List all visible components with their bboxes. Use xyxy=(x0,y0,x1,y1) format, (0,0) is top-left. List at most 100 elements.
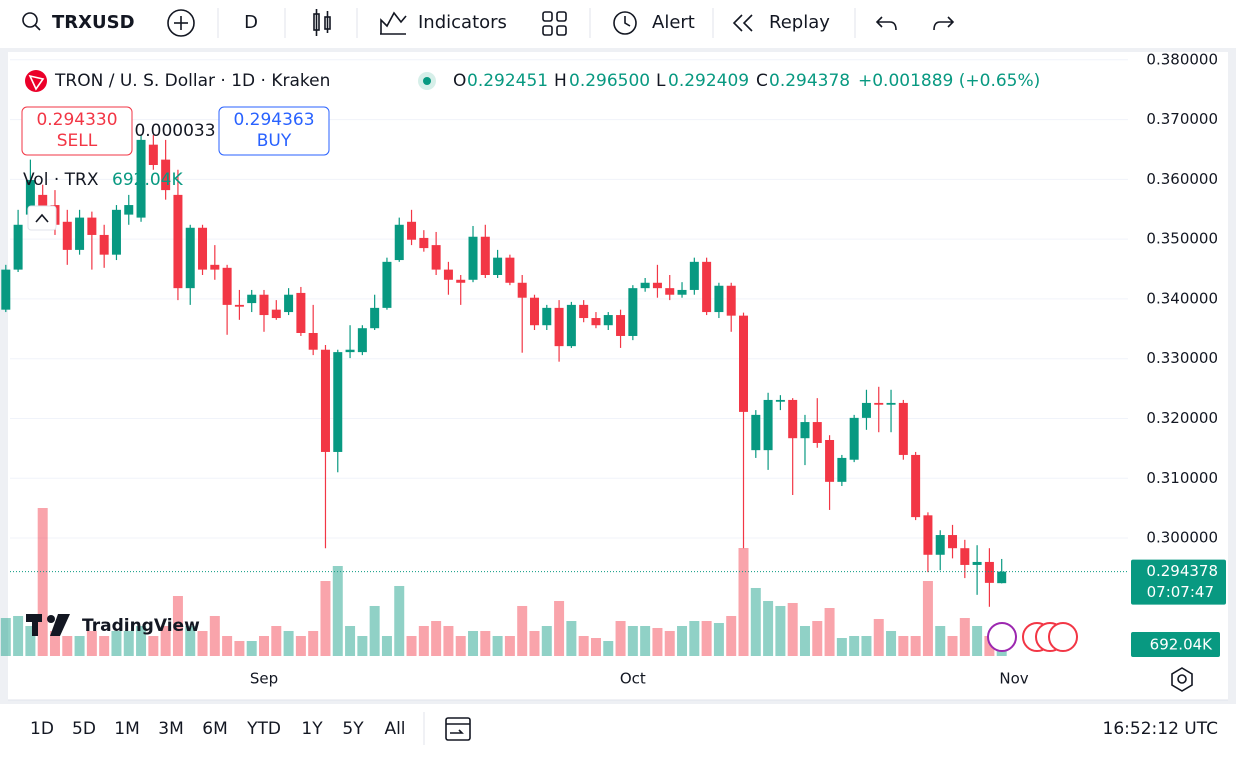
candle-body xyxy=(62,221,72,250)
volume-bar xyxy=(148,636,159,656)
candle-body xyxy=(948,535,958,549)
candle-body xyxy=(357,328,367,353)
date-range-icon[interactable] xyxy=(445,717,471,741)
candle-body xyxy=(849,417,859,460)
candle-body xyxy=(111,209,121,255)
add-symbol[interactable] xyxy=(167,9,195,37)
ohlc-key: C xyxy=(756,71,768,91)
symbol[interactable]: TRXUSD xyxy=(52,12,135,33)
y-tick-label: 0.320000 xyxy=(1146,409,1218,427)
candle-body xyxy=(652,282,662,289)
volume-bar xyxy=(222,636,233,656)
y-tick-label: 0.310000 xyxy=(1146,469,1218,487)
volume-bar xyxy=(381,636,392,656)
volume-bar xyxy=(369,605,380,656)
price-tag xyxy=(1131,559,1226,605)
candle-body xyxy=(960,548,970,565)
volume-bar xyxy=(578,636,589,656)
volume-bar xyxy=(172,596,183,656)
range-button[interactable]: 1M xyxy=(114,719,139,739)
volume-bar xyxy=(873,618,884,656)
collapse-button[interactable] xyxy=(27,205,57,231)
volume-bar xyxy=(25,626,36,656)
ohlc-value: 0.294378 xyxy=(769,71,850,91)
volume-bar xyxy=(431,621,442,656)
replay[interactable]: Replay xyxy=(769,12,830,33)
range-button[interactable]: YTD xyxy=(246,719,281,739)
undo[interactable] xyxy=(875,16,897,31)
volume-bar xyxy=(418,626,429,656)
volume-bar xyxy=(492,636,503,656)
candle-body xyxy=(148,144,158,165)
volume-bar xyxy=(590,638,601,656)
sell-label[interactable]: SELL xyxy=(57,131,98,151)
range-button[interactable]: All xyxy=(384,719,405,739)
range-button[interactable]: 1Y xyxy=(301,719,323,739)
alert-icon[interactable] xyxy=(613,11,637,35)
volume-bar xyxy=(0,618,11,656)
volume-bar xyxy=(283,630,294,656)
layouts-icon[interactable] xyxy=(542,11,567,36)
event-icon[interactable] xyxy=(987,622,1017,652)
chart-type-icon[interactable] xyxy=(313,9,331,36)
volume-bar xyxy=(886,630,897,656)
volume-bar xyxy=(664,630,675,656)
candle-body xyxy=(210,264,220,270)
candle-body xyxy=(431,245,441,270)
settings-icon[interactable] xyxy=(1171,667,1193,692)
interval[interactable]: D xyxy=(244,12,258,33)
change: +0.001889 (+0.65%) xyxy=(858,71,1040,91)
sell-price[interactable]: 0.294330 xyxy=(36,110,117,130)
range-button[interactable]: 3M xyxy=(158,719,183,739)
volume-bar xyxy=(910,636,921,656)
volume-bar xyxy=(13,615,24,656)
y-tick-label: 0.350000 xyxy=(1146,230,1218,248)
candle-body xyxy=(407,221,417,240)
buy-price[interactable]: 0.294363 xyxy=(233,110,314,130)
replay-icon[interactable] xyxy=(732,14,753,32)
buy-button[interactable] xyxy=(218,106,330,156)
volume-bars xyxy=(0,508,1007,656)
candle-body xyxy=(554,307,564,347)
sell-button[interactable] xyxy=(21,106,133,156)
indicators[interactable]: Indicators xyxy=(418,12,507,33)
candle-body xyxy=(628,288,638,336)
volume-legend: Vol · TRX xyxy=(23,170,99,190)
volume-bar xyxy=(935,626,946,656)
alert[interactable]: Alert xyxy=(652,12,695,33)
candle-body xyxy=(382,261,392,308)
collapse-icon[interactable] xyxy=(35,213,49,223)
volume-legend-value: 692.04K xyxy=(112,170,183,190)
ohlc-key: O xyxy=(453,71,466,91)
candle-body xyxy=(591,318,601,326)
candle-body xyxy=(468,236,478,280)
search-icon[interactable] xyxy=(22,12,41,31)
range-button[interactable]: 1D xyxy=(30,719,54,739)
indicators-icon[interactable] xyxy=(380,11,407,35)
symbol-title: TRON / U. S. Dollar · 1D · Kraken xyxy=(54,71,330,91)
candles xyxy=(1,135,1007,607)
event-icon[interactable] xyxy=(1048,622,1078,652)
volume-bar xyxy=(775,605,786,656)
volume-bar xyxy=(197,630,208,656)
candle-body xyxy=(173,194,183,289)
redo[interactable] xyxy=(933,16,955,31)
volume-tag-value: 692.04K xyxy=(1150,636,1213,654)
buy-label[interactable]: BUY xyxy=(257,131,292,151)
candle-body xyxy=(603,315,613,326)
range-button[interactable]: 6M xyxy=(202,719,227,739)
candle-body xyxy=(124,205,134,215)
range-button[interactable]: 5Y xyxy=(342,719,364,739)
volume-bar xyxy=(750,587,761,656)
candle-body xyxy=(677,289,687,295)
candle-body xyxy=(284,294,294,313)
candle-body xyxy=(529,297,539,326)
volume-bar xyxy=(136,626,147,656)
volume-bar xyxy=(824,608,835,656)
volume-bar xyxy=(763,600,774,656)
volume-bar xyxy=(713,623,724,656)
candle-body xyxy=(566,304,576,347)
volume-tag xyxy=(1131,632,1220,657)
candle-body xyxy=(99,234,109,255)
range-button[interactable]: 5D xyxy=(72,719,96,739)
